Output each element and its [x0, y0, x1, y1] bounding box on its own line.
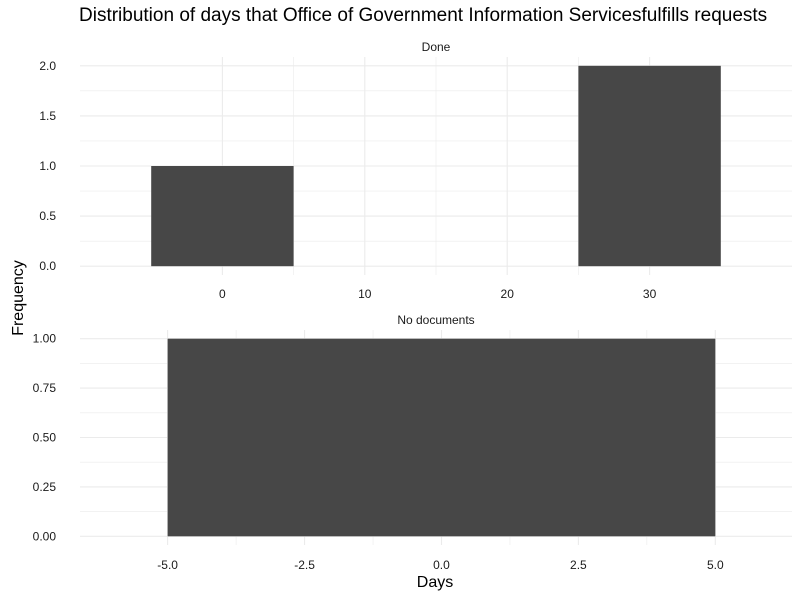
y-tick-label: 0.25 [33, 480, 57, 494]
x-axis-label: Days [416, 574, 454, 591]
x-tick-label: 5.0 [707, 558, 724, 572]
x-tick-label: 2.5 [570, 558, 587, 572]
x-tick-label: 0 [219, 287, 226, 301]
chart-title: Distribution of days that Office of Gove… [79, 5, 768, 26]
bar [167, 338, 716, 537]
bar [578, 65, 721, 267]
y-tick-label: 0.50 [33, 431, 57, 445]
x-tick-label: 0.0 [433, 558, 450, 572]
x-tick-label: 30 [643, 287, 657, 301]
y-tick-label: 0.75 [33, 381, 57, 395]
panel-1: 0.0 0.5 1.0 1.5 2.0 0 10 20 30 Done [39, 40, 792, 301]
y-tick-label: 1.5 [39, 109, 56, 123]
y-tick-label: 0.5 [39, 209, 56, 223]
x-tick-label: 20 [501, 287, 515, 301]
x-tick-label: -5.0 [157, 558, 178, 572]
facet-strip-label: Done [422, 40, 451, 54]
x-tick-label: 10 [358, 287, 372, 301]
facet-strip-label: No documents [397, 313, 474, 327]
y-tick-label: 1.0 [39, 159, 56, 173]
y-tick-label: 0.00 [33, 529, 57, 543]
y-tick-label: 2.0 [39, 59, 56, 73]
x-tick-label: -2.5 [294, 558, 315, 572]
y-tick-label: 1.00 [33, 332, 57, 346]
y-tick-label: 0.0 [39, 259, 56, 273]
panel-2: 0.00 0.25 0.50 0.75 1.00 -5.0 -2.5 0.0 2.5 5.0 No … [33, 313, 792, 572]
bar [151, 166, 294, 267]
